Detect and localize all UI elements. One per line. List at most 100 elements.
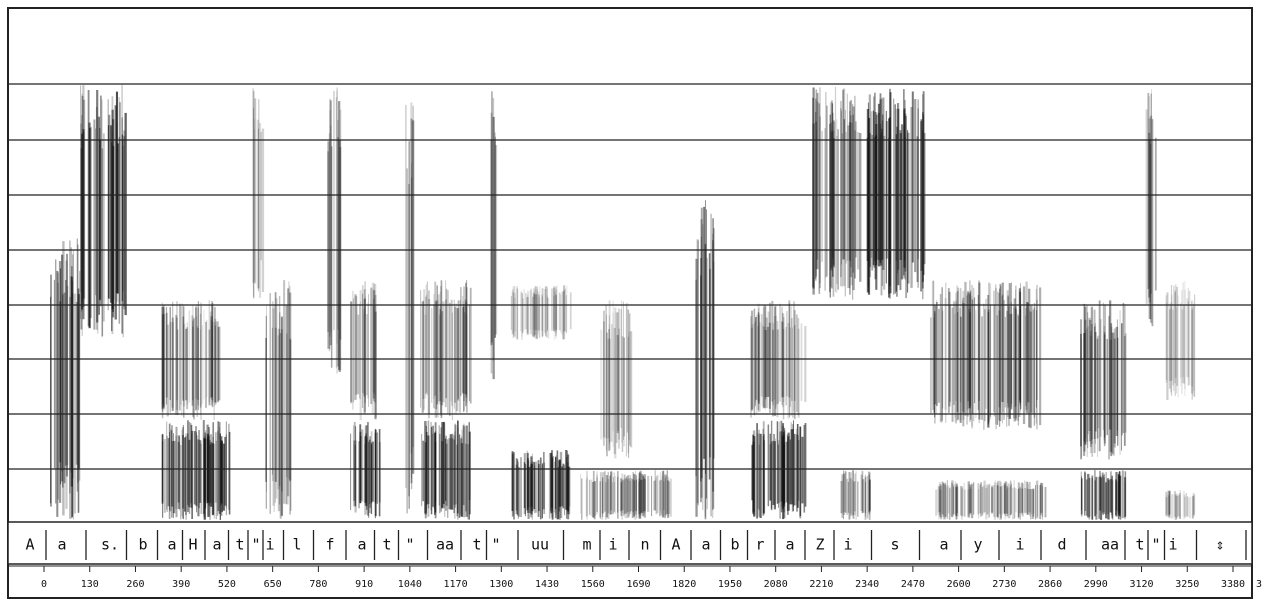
tick-label: 3 (1256, 579, 1262, 590)
spectral-streak (526, 458, 530, 513)
spectral-streak (944, 484, 947, 518)
spectral-streak (1017, 489, 1019, 518)
spectral-streak (1175, 492, 1177, 519)
spectral-streak (596, 471, 598, 512)
spectral-streak (640, 480, 643, 514)
spectral-streak (1083, 333, 1086, 456)
spectral-streak (283, 280, 286, 504)
spectral-streak (841, 474, 843, 518)
spectral-streak (1154, 137, 1157, 291)
spectral-streak (215, 322, 218, 405)
spectral-streak (795, 428, 798, 506)
spectral-streak (794, 325, 796, 401)
spectral-streak (183, 323, 186, 407)
spectral-streak (1100, 477, 1103, 520)
spectral-streak (435, 300, 437, 410)
spectral-streak (1112, 332, 1115, 456)
spectral-streak (82, 129, 85, 320)
spectral-streak (81, 115, 83, 312)
spectral-streak (704, 243, 707, 520)
spectral-streak (208, 300, 210, 403)
spectral-streak (191, 304, 194, 406)
spectral-streak (1044, 487, 1047, 518)
spectral-streak (327, 141, 330, 349)
spectral-streak (866, 475, 869, 519)
spectral-streak (1040, 483, 1043, 513)
spectral-streak (1173, 286, 1175, 391)
spectral-streak (882, 97, 885, 270)
spectral-streak (842, 473, 846, 512)
spectral-streak (773, 315, 776, 400)
spectral-streak (551, 458, 553, 513)
segment-label: b (138, 536, 147, 554)
spectral-streak (530, 464, 533, 515)
spectral-streak (569, 292, 572, 330)
spectral-streak (266, 305, 267, 492)
spectral-streak (1029, 489, 1031, 517)
spectral-streak (661, 471, 665, 518)
spectral-streak (1021, 482, 1023, 515)
spectral-streak (951, 307, 954, 422)
spectral-streak (259, 123, 262, 298)
spectral-streak (971, 285, 974, 429)
segment-label: s (890, 536, 899, 554)
spectral-streak (490, 140, 493, 345)
spectral-streak (1091, 306, 1094, 457)
spectral-streak (621, 480, 623, 513)
spectral-streak (1113, 338, 1116, 444)
spectral-streak (864, 474, 866, 517)
spectral-streak (217, 421, 220, 512)
spectral-streak (987, 312, 990, 425)
spectral-streak (1084, 319, 1087, 446)
spectral-streak (873, 96, 875, 266)
spectral-streak (527, 290, 530, 335)
spectral-streak (1182, 490, 1185, 520)
spectral-streak (1081, 479, 1083, 517)
spectral-streak (642, 475, 644, 517)
spectral-streak (532, 292, 535, 337)
spectral-streak (941, 287, 943, 421)
spectral-streak (1094, 332, 1097, 432)
spectral-streak (1089, 477, 1091, 517)
spectral-streak (1168, 490, 1171, 515)
spectral-streak (210, 442, 213, 507)
spectral-streak (447, 290, 449, 414)
spectral-streak (1185, 493, 1188, 517)
spectral-streak (364, 281, 366, 403)
spectral-streak (661, 475, 663, 516)
spectral-streak (966, 293, 969, 410)
spectral-streak (633, 473, 636, 517)
spectral-streak (780, 431, 783, 513)
spectral-streak (1099, 471, 1100, 511)
spectral-streak (895, 134, 897, 292)
spectral-streak (804, 326, 807, 402)
spectral-streak (550, 452, 552, 514)
spectral-streak (527, 460, 530, 509)
spectral-streak (185, 433, 187, 520)
spectral-streak (492, 97, 495, 361)
spectral-streak (1041, 483, 1044, 517)
spectral-streak (608, 315, 610, 444)
spectral-streak (772, 440, 775, 505)
spectral-streak (625, 303, 627, 457)
tick-label: 2470 (901, 579, 925, 590)
spectral-streak (161, 314, 164, 412)
spectral-streak (1188, 290, 1191, 385)
spectral-streak (99, 140, 102, 300)
spectral-streak (792, 429, 794, 512)
spectral-streak (1111, 475, 1113, 519)
tick-label: 1560 (581, 579, 605, 590)
spectral-streak (162, 433, 164, 502)
spectral-streak (1004, 316, 1006, 408)
spectral-streak (370, 431, 373, 502)
spectral-streak (530, 456, 533, 507)
spectral-streak (843, 119, 845, 260)
tick-label: 1300 (489, 579, 513, 590)
spectral-streak (424, 314, 427, 399)
spectral-streak (771, 300, 774, 402)
spectral-streak (964, 281, 967, 416)
spectral-streak (333, 91, 335, 331)
spectral-streak (191, 433, 193, 507)
spectral-streak (214, 318, 217, 403)
spectral-streak (211, 325, 213, 406)
